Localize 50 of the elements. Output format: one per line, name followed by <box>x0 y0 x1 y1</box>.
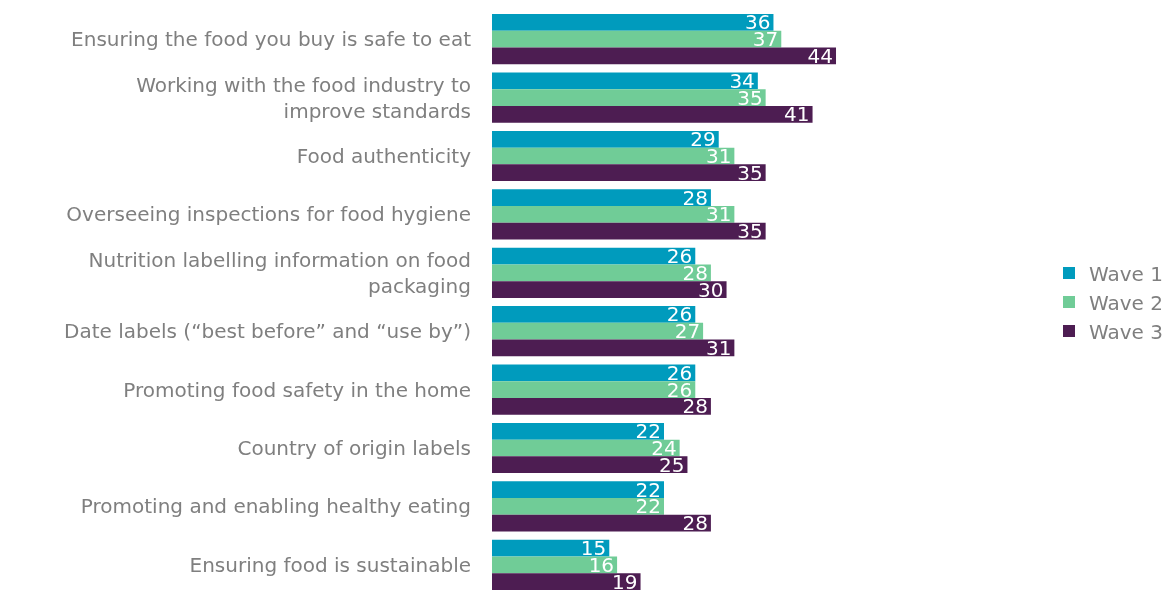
data-label: 41 <box>784 102 810 127</box>
bar <box>492 456 688 474</box>
y-tick-label: Nutrition labelling information on food packaging <box>88 247 471 298</box>
y-tick-label: Working with the food industry to improve standards <box>136 72 471 123</box>
bar <box>492 264 711 282</box>
bar <box>492 72 758 90</box>
data-label: 28 <box>682 511 708 536</box>
legend-label: Wave 2 <box>1089 290 1163 315</box>
bar <box>492 222 766 240</box>
bar <box>492 364 696 382</box>
bar <box>492 422 664 440</box>
bar <box>492 47 837 65</box>
y-tick-label: Promoting food safety in the home <box>123 377 471 402</box>
data-label: 35 <box>737 160 763 185</box>
data-label: 19 <box>612 569 638 594</box>
bar <box>492 206 735 223</box>
bar <box>492 247 696 265</box>
bar <box>492 14 774 31</box>
bar <box>492 322 704 340</box>
bar <box>492 164 766 182</box>
bar <box>492 89 766 106</box>
y-tick-label: Ensuring the food you buy is safe to eat <box>71 27 472 52</box>
y-tick-label: Ensuring food is sustainable <box>189 552 471 577</box>
bar <box>492 147 735 165</box>
bar <box>492 339 735 357</box>
legend-label: Wave 3 <box>1089 319 1163 344</box>
bar <box>492 498 664 515</box>
data-label: 35 <box>737 219 763 244</box>
bar <box>492 381 696 398</box>
y-tick-label: Food authenticity <box>296 144 472 168</box>
y-tick-label: Promoting and enabling healthy eating <box>80 494 471 519</box>
bar <box>492 573 641 590</box>
bar <box>492 306 696 323</box>
y-tick-label: Country of origin labels <box>237 436 471 460</box>
bar <box>492 481 664 499</box>
legend-label: Wave 1 <box>1089 261 1163 286</box>
data-label: 31 <box>705 335 732 360</box>
bar <box>492 105 813 123</box>
data-label: 44 <box>807 43 834 68</box>
bar <box>492 556 618 574</box>
bar <box>492 514 711 532</box>
bar <box>492 30 782 48</box>
bar <box>492 281 727 298</box>
y-tick-label: Date labels (“best before” and “use by”) <box>64 319 471 344</box>
bar <box>492 189 711 207</box>
bar <box>492 439 680 457</box>
bar <box>492 397 711 415</box>
bar <box>492 130 719 148</box>
data-label: 28 <box>682 185 708 210</box>
y-tick-label: Overseeing inspections for food hygiene <box>66 202 471 227</box>
